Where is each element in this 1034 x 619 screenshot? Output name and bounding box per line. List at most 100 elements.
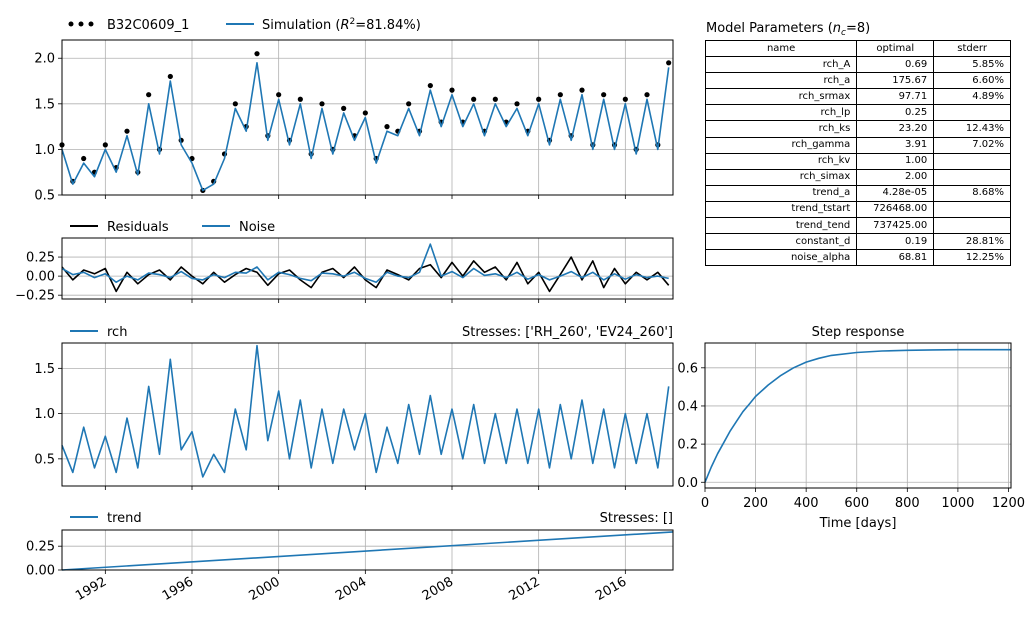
params-cell: 0.69 <box>856 56 935 74</box>
params-cell: trend_a <box>704 184 858 202</box>
params-cell: trend_tstart <box>704 200 858 219</box>
params-cell: 7.02% <box>933 136 1011 154</box>
noise-line <box>61 243 669 284</box>
legend-simulation-label: Simulation (R2=81.84%) <box>262 17 421 33</box>
step-axes-frame <box>704 342 1012 489</box>
params-cell: 175.67 <box>856 72 935 90</box>
observation-point <box>276 92 282 98</box>
params-cell: 0.25 <box>856 104 935 122</box>
params-cell: 28.81% <box>933 233 1011 251</box>
y-tick-label: 0.2 <box>677 438 698 453</box>
y-tick-label: 1.0 <box>34 407 55 422</box>
legend-trend-label: trend <box>107 511 142 526</box>
observation-point <box>362 110 368 116</box>
x-tick-label: 1200 <box>992 496 1025 511</box>
params-cell: rch_gamma <box>704 136 858 154</box>
params-cell: rch_ks <box>704 120 858 138</box>
step-panel: 0.0 0.2 0.4 0.6 0 200 400 600 800 1000 1200 Step … <box>677 325 1025 531</box>
observation-point <box>449 87 455 93</box>
params-cell: 6.60% <box>933 72 1011 90</box>
params-cell: rch_srmax <box>704 88 858 106</box>
params-header-cell: stderr <box>933 39 1011 58</box>
y-tick-label: 0.00 <box>26 564 55 579</box>
observation-point <box>622 96 628 102</box>
params-cell: rch_simax <box>704 168 858 186</box>
observation-point <box>297 96 303 102</box>
residuals-panel: −0.25 0.00 0.25 Residuals Noise <box>15 220 674 304</box>
observation-point <box>146 92 152 98</box>
params-row: constant_d 0.19 28.81% <box>704 233 1011 251</box>
observation-point <box>167 73 173 80</box>
y-tick-label: 0.5 <box>34 189 55 204</box>
x-tick-label: 1000 <box>941 496 974 511</box>
step-title: Step response <box>812 325 905 340</box>
params-cell: 2.00 <box>856 168 935 186</box>
observation-point <box>579 87 585 93</box>
observation-point <box>557 92 563 98</box>
params-cell: 4.89% <box>933 88 1011 106</box>
x-tick-label: 2004 <box>333 574 369 604</box>
params-cell: 0.19 <box>856 233 935 251</box>
params-row: rch_simax 2.00 <box>704 168 1011 186</box>
y-tick-label: 1.5 <box>34 362 55 377</box>
params-cell: 12.43% <box>933 120 1011 138</box>
params-row: trend_a 4.28e-05 8.68% <box>704 184 1011 202</box>
x-tick-label: 2012 <box>507 574 543 604</box>
params-cell: rch_A <box>704 56 858 74</box>
observation-point <box>341 105 347 111</box>
params-row: rch_gamma 3.91 7.02% <box>704 136 1011 154</box>
trend-stresses-label: Stresses: [] <box>600 511 673 526</box>
observation-point <box>406 101 412 107</box>
x-tick-label: 1996 <box>160 574 196 604</box>
observation-point <box>254 51 260 57</box>
x-tick-label: 600 <box>844 496 869 511</box>
residuals-legend: Residuals Noise <box>70 220 275 235</box>
params-cell: 737425.00 <box>856 217 935 235</box>
params-cell <box>933 217 1011 235</box>
rch-stresses-label: Stresses: ['RH_260', 'EV24_260'] <box>462 325 673 340</box>
observation-point <box>81 155 87 162</box>
params-cell: 68.81 <box>856 249 935 267</box>
observation-point <box>514 101 520 107</box>
params-row: rch_lp 0.25 <box>704 104 1011 122</box>
rch-line <box>61 344 670 478</box>
x-tick-label: 2008 <box>420 574 456 604</box>
main-axes-frame <box>61 39 674 196</box>
legend-observed-marker <box>68 21 94 27</box>
params-row: noise_alpha 68.81 12.25% <box>704 249 1011 267</box>
params-cell: 97.71 <box>856 88 935 106</box>
observation-point <box>124 128 130 134</box>
observation-point <box>644 92 650 98</box>
observation-point <box>232 101 238 107</box>
params-cell <box>933 104 1011 122</box>
legend-noise-label: Noise <box>239 220 275 235</box>
rch-axes-frame <box>61 342 674 487</box>
step-response-line <box>704 348 1011 483</box>
params-cell: constant_d <box>704 233 858 251</box>
y-tick-label: 0.6 <box>677 361 698 376</box>
trend-panel: 0.00 0.25 1992 1996 2000 2004 2008 2012 2016 tr… <box>26 511 674 604</box>
main-panel: 0.5 1.0 1.5 2.0 B32C0609_1 Simulation (R2=8… <box>34 17 674 204</box>
params-cell <box>933 152 1011 170</box>
y-tick-label: 0.4 <box>677 399 698 414</box>
x-tick-label: 400 <box>794 496 819 511</box>
legend-observed-label: B32C0609_1 <box>107 18 189 33</box>
x-tick-label: 1992 <box>73 574 109 604</box>
params-cell: 4.28e-05 <box>856 184 935 202</box>
trend-line <box>61 531 674 571</box>
observation-point <box>427 82 433 89</box>
params-cell: 23.20 <box>856 120 935 138</box>
y-tick-label: −0.25 <box>15 289 55 304</box>
params-cell: rch_kv <box>704 152 858 170</box>
residuals-axes-frame <box>61 237 674 300</box>
params-cell: 8.68% <box>933 184 1011 202</box>
y-tick-label: 1.5 <box>34 97 55 112</box>
params-row: rch_ks 23.20 12.43% <box>704 120 1011 138</box>
params-cell: 12.25% <box>933 249 1011 267</box>
observation-point <box>601 92 607 98</box>
trend-axes-frame <box>61 529 674 571</box>
params-row: rch_kv 1.00 <box>704 152 1011 170</box>
params-row: trend_tend 737425.00 <box>704 217 1011 235</box>
params-cell: 726468.00 <box>856 200 935 219</box>
